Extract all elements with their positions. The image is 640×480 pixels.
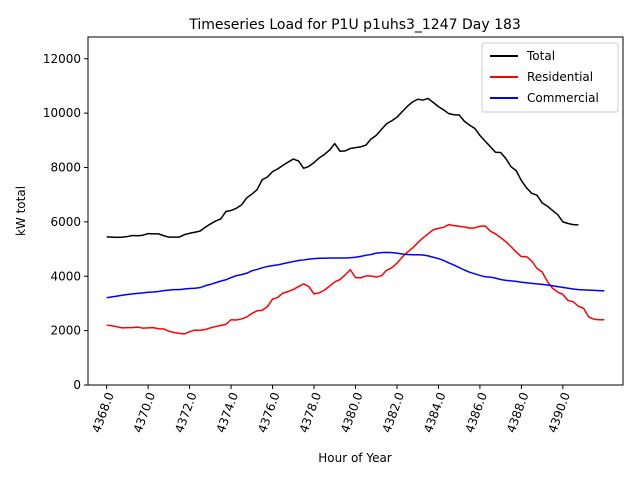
series-line-residential bbox=[106, 223, 605, 335]
y-axis-label: kW total bbox=[14, 186, 28, 236]
y-tick-label: 12000 bbox=[43, 52, 81, 66]
legend-label-commercial: Commercial bbox=[527, 91, 599, 105]
y-tick-label: 10000 bbox=[43, 106, 81, 120]
legend-label-residential: Residential bbox=[527, 70, 593, 84]
y-tick-label: 0 bbox=[73, 378, 81, 392]
y-tick-label: 2000 bbox=[50, 324, 81, 338]
x-axis-label: Hour of Year bbox=[318, 451, 392, 465]
series-line-commercial bbox=[106, 251, 605, 299]
series-layer bbox=[106, 97, 605, 335]
y-tick-label: 8000 bbox=[50, 161, 81, 175]
y-tick-label: 4000 bbox=[50, 269, 81, 283]
legend-box bbox=[481, 42, 619, 113]
y-axis: 0 2000 4000 6000 8000 10000 12000 bbox=[43, 52, 88, 392]
legend-label-total: Total bbox=[526, 49, 555, 63]
y-tick-label: 6000 bbox=[50, 215, 81, 229]
chart-title: Timeseries Load for P1U p1uhs3_1247 Day … bbox=[188, 17, 521, 33]
series-line-total bbox=[106, 97, 579, 239]
legend: Total Residential Commercial bbox=[481, 42, 619, 113]
